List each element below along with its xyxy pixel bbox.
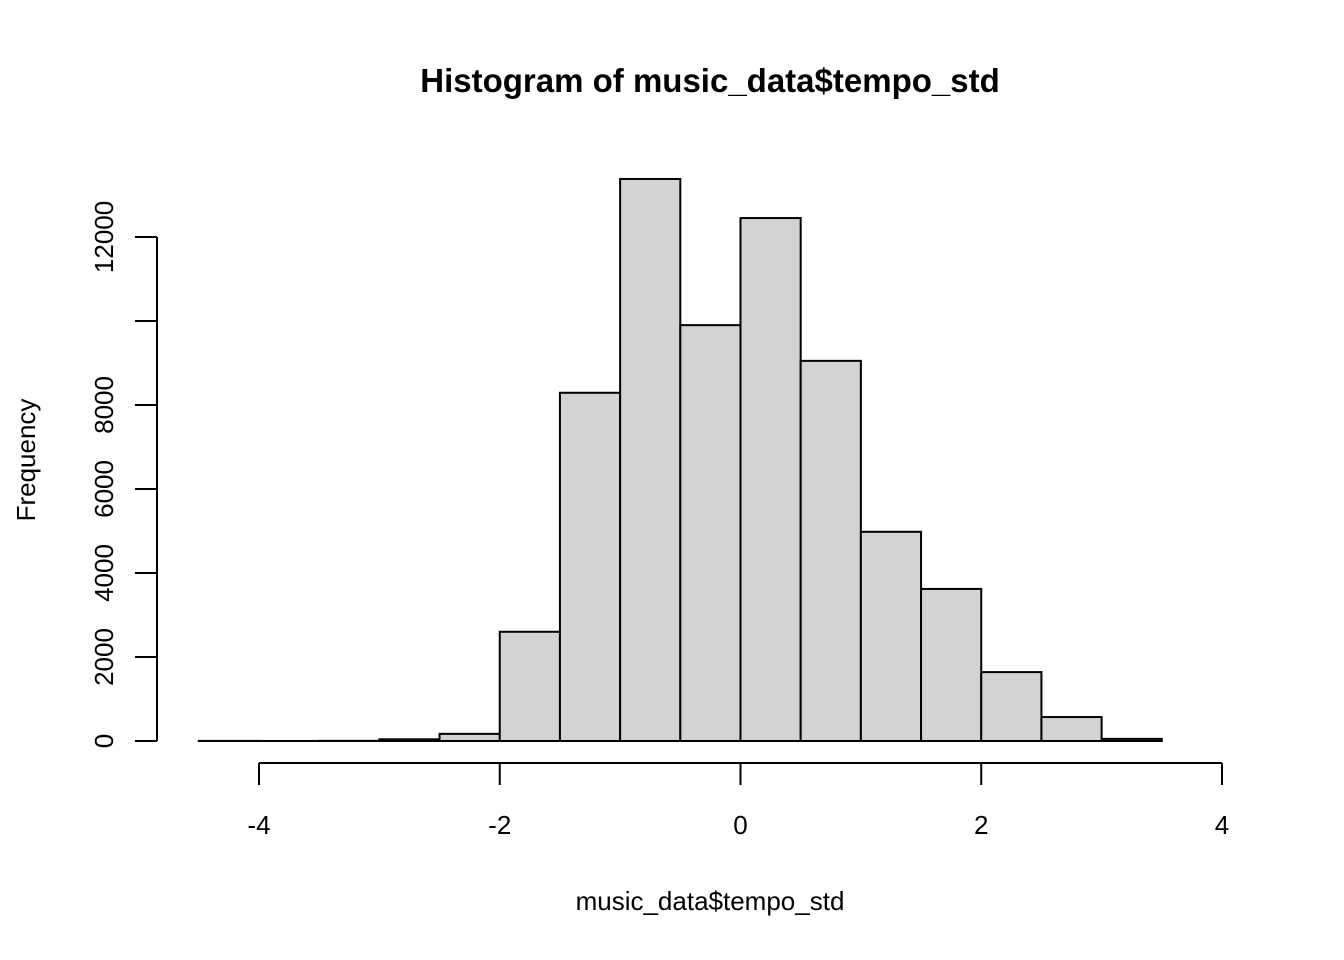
x-tick-label: 2: [974, 810, 988, 840]
x-tick-label: 0: [733, 810, 747, 840]
bar: [558, 391, 622, 742]
x-tick-label: -4: [247, 810, 270, 840]
bar: [498, 630, 561, 742]
bar: [920, 587, 983, 742]
y-tick-label: 0: [89, 734, 119, 748]
y-axis-label: Frequency: [11, 399, 41, 522]
y-tick-label: 2000: [89, 628, 119, 686]
bar: [1100, 737, 1163, 742]
bar: [859, 530, 923, 742]
bar: [378, 738, 441, 742]
y-tick-label: 12000: [89, 201, 119, 273]
x-tick-label: 4: [1215, 810, 1229, 840]
bar: [1040, 716, 1103, 742]
x-axis-label: music_data$tempo_std: [576, 886, 845, 916]
x-tick-label: -2: [488, 810, 511, 840]
bar: [739, 217, 802, 742]
bar: [980, 671, 1043, 742]
y-tick-label: 8000: [89, 376, 119, 434]
chart-title: Histogram of music_data$tempo_std: [420, 62, 999, 99]
y-tick-label: 4000: [89, 544, 119, 602]
bar: [619, 177, 682, 742]
bar: [799, 359, 862, 742]
bar: [679, 324, 742, 742]
y-tick-label: 6000: [89, 460, 119, 518]
bar: [438, 732, 501, 742]
